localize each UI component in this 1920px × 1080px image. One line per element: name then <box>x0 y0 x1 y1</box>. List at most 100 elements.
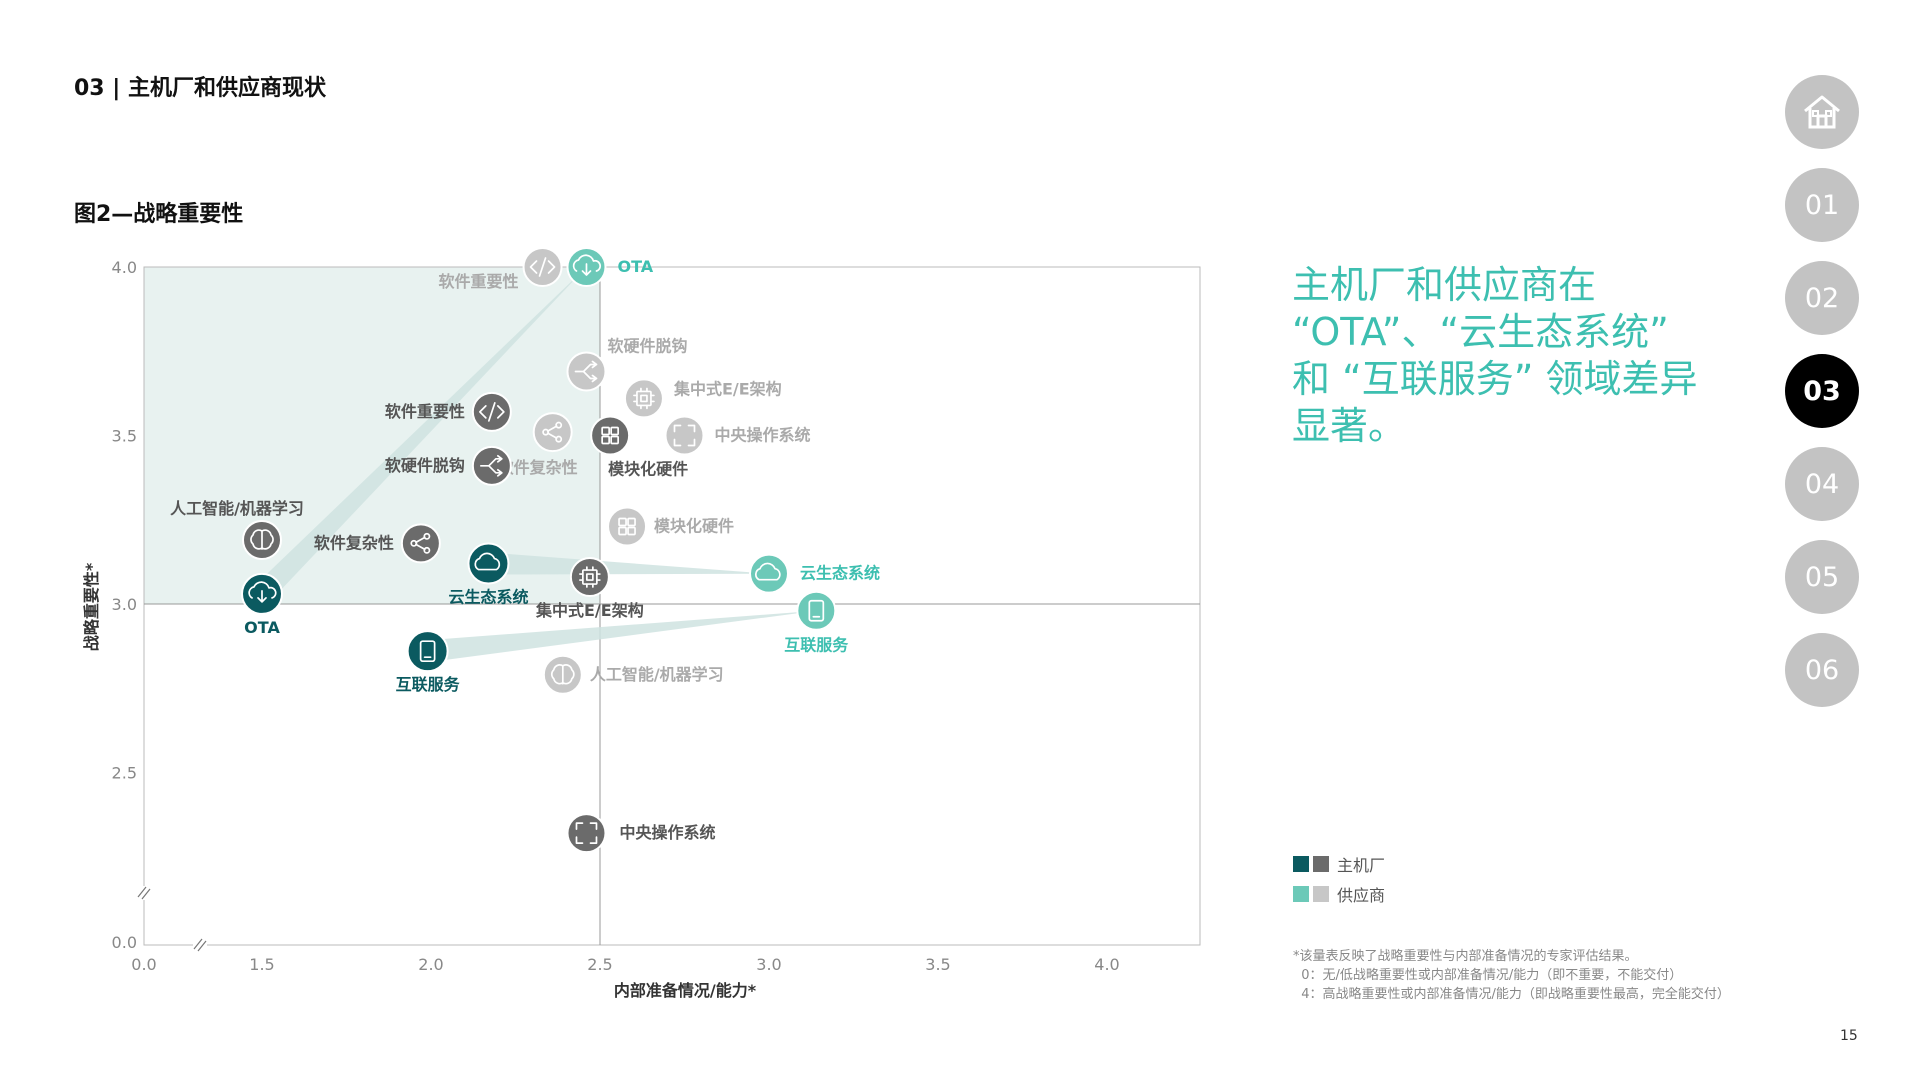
chip-icon <box>579 566 601 588</box>
section-title: 03 | 主机厂和供应商现状 <box>74 76 326 101</box>
x-axis-label: 内部准备情况/能力* <box>614 981 757 1000</box>
data-point <box>406 630 449 673</box>
data-point <box>623 378 664 419</box>
y-tick-label: 4.0 <box>112 258 137 277</box>
data-label: 软件复杂性 <box>314 533 394 552</box>
data-point <box>796 590 837 631</box>
data-label: 人工智能/机器学习 <box>170 499 304 518</box>
supplier-point-云生态系统: 云生态系统 <box>749 553 880 594</box>
chip-pins <box>579 566 601 588</box>
legend-label-oem: 主机厂 <box>1337 856 1386 875</box>
grid-cell <box>627 526 636 536</box>
x-tick-label: 4.0 <box>1094 955 1119 974</box>
data-point <box>532 412 573 453</box>
data-point <box>566 813 607 854</box>
code-brackets <box>478 402 505 422</box>
grid-cell <box>618 517 627 527</box>
supplier-point-OTA: OTA <box>566 247 654 287</box>
nav-chapter-05[interactable]: 05 <box>1785 540 1859 614</box>
y-tick-label: 2.5 <box>112 764 137 783</box>
download-arrow <box>257 590 267 603</box>
y-tick-label: 3.5 <box>112 427 137 446</box>
split-icon <box>574 360 598 383</box>
axis-break-stroke <box>193 938 203 950</box>
data-label: 云生态系统 <box>800 564 880 583</box>
supplier-point-人工智能/机器学习: 人工智能/机器学习 <box>542 654 724 695</box>
split-arrows <box>479 454 503 477</box>
code-icon <box>529 257 556 277</box>
data-point <box>607 506 648 547</box>
legend-label-supplier: 供应商 <box>1337 886 1386 905</box>
data-label: 人工智能/机器学习 <box>590 665 724 684</box>
footnote-line: *该量表反映了战略重要性与内部准备情况的专家评估结果。 <box>1293 949 1638 964</box>
oem-point-云生态系统: 云生态系统 <box>448 542 528 607</box>
data-label: 模块化硬件 <box>654 516 734 535</box>
tablet-outline <box>808 599 825 622</box>
data-point <box>590 415 631 456</box>
gap-band-云生态系统 <box>488 552 769 575</box>
legend-oem: 主机厂 <box>1293 853 1385 875</box>
figure-title: 图2—战略重要性 <box>74 202 244 227</box>
highlighted-quadrant <box>144 267 600 604</box>
grid-icon <box>618 517 636 536</box>
node <box>423 532 431 540</box>
data-point <box>467 542 510 585</box>
data-point <box>400 523 441 564</box>
grid-cell <box>601 435 610 445</box>
oem-point-集中式E/E架构: 集中式E/E架构 <box>535 557 644 620</box>
data-label: 云生态系统 <box>448 588 528 607</box>
oem-point-软硬件脱钩: 软硬件脱钩 <box>385 445 512 486</box>
share-icon <box>410 532 431 554</box>
edges <box>415 536 426 551</box>
scan-corners <box>673 424 696 447</box>
y-tick-label: 0.0 <box>112 933 137 952</box>
grid-cell <box>610 426 619 436</box>
code-icon <box>478 402 505 422</box>
cloud-outline <box>474 552 501 571</box>
nav-chapter-04[interactable]: 04 <box>1785 447 1859 521</box>
supplier-point-中央操作系统: 中央操作系统 <box>664 415 811 456</box>
oem-point-软件重要性: 软件重要性 <box>385 391 512 432</box>
footnote-line: 0：无/低战略重要性或内部准备情况/能力（即不重要，不能交付） <box>1293 968 1683 983</box>
node <box>542 428 550 436</box>
plot-frame <box>143 266 1201 946</box>
oem-point-模块化硬件: 模块化硬件 <box>590 415 688 479</box>
edges <box>546 425 558 439</box>
brain-outline <box>250 529 274 550</box>
nav-home-button[interactable] <box>1785 75 1859 149</box>
x-axis-break <box>193 938 207 952</box>
grid-cell <box>627 517 636 527</box>
code-brackets <box>529 257 556 277</box>
split-icon <box>479 454 503 477</box>
x-tick-label: 1.5 <box>249 955 274 974</box>
legend: 主机厂 供应商 <box>1293 853 1385 913</box>
x-tick-label: 3.0 <box>756 955 781 974</box>
cloud-outline <box>572 254 602 272</box>
scan-icon <box>575 822 598 845</box>
nav-chapter-01[interactable]: 01 <box>1785 168 1859 242</box>
axis-break-mask <box>193 938 207 952</box>
nav-chapter-06[interactable]: 06 <box>1785 633 1859 707</box>
legend-swatch-oem-gray <box>1313 856 1329 872</box>
chip-pins <box>633 387 655 410</box>
tablet-icon <box>419 640 436 663</box>
grid-cell <box>618 526 627 536</box>
nav-chapter-02[interactable]: 02 <box>1785 261 1859 335</box>
oem-point-OTA: OTA <box>241 572 283 637</box>
oem-point-中央操作系统: 中央操作系统 <box>566 813 715 854</box>
data-label: 软硬件脱钩 <box>607 336 687 355</box>
node <box>555 435 563 443</box>
cloud-outline <box>248 581 277 599</box>
supplier-point-互联服务: 互联服务 <box>784 590 849 655</box>
data-label: 互联服务 <box>396 675 461 694</box>
nav-chapter-03[interactable]: 03 <box>1785 354 1859 428</box>
brain-icon <box>250 529 274 550</box>
headline-line: 显著。 <box>1292 404 1407 448</box>
grid-icon <box>601 426 619 445</box>
headline: 主机厂和供应商在 “OTA”、“云生态系统” 和 “互联服务” 领域差异 显著。 <box>1292 262 1712 450</box>
gap-band-OTA <box>254 267 587 602</box>
data-label: 软件重要性 <box>439 272 519 291</box>
gap-band-互联服务 <box>426 610 817 663</box>
data-label: 中央操作系统 <box>619 823 715 842</box>
